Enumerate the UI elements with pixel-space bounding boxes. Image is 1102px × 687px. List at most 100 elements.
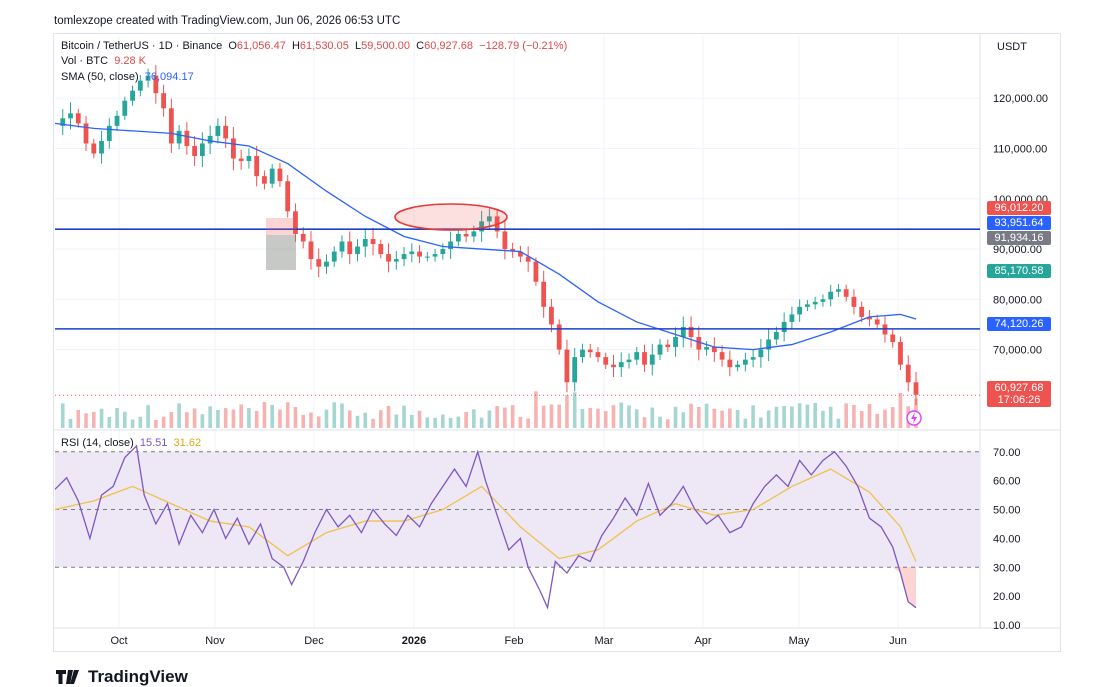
volume-bar [859, 411, 864, 428]
candle-body [820, 299, 826, 302]
volume-bar [456, 416, 461, 428]
highlight-ellipse [394, 203, 508, 231]
candle-body [269, 168, 275, 184]
change-value: −128.79 (−0.21%) [479, 40, 568, 52]
price-tag-74120: 74,120.26 [987, 317, 1051, 331]
volume-bar [828, 406, 833, 428]
volume-bar [743, 418, 748, 428]
volume-bar [285, 402, 290, 428]
rsi-label[interactable]: RSI (14, close) [61, 437, 134, 449]
volume-bar [223, 408, 228, 428]
sma-50-line [54, 122, 917, 351]
candle-body [750, 357, 756, 360]
candle-body [254, 156, 260, 177]
symbol-label[interactable]: Bitcoin / TetherUS · 1D · Binance [61, 40, 223, 52]
candle-body [60, 118, 66, 126]
rsi-ma-value: 31.62 [173, 437, 202, 449]
volume-value: 9.28 K [114, 55, 147, 67]
volume-bar [526, 418, 530, 428]
volume-bar [161, 416, 166, 428]
volume-bar [441, 414, 445, 428]
volume-bar [844, 403, 848, 428]
volume-bar [386, 405, 391, 428]
alert-icon-bolt [911, 412, 917, 424]
volume-bar [332, 402, 337, 428]
candle-body [339, 241, 345, 252]
candle-body [851, 296, 857, 307]
rsi-value: 15.51 [139, 437, 168, 449]
volume-bar [200, 414, 205, 428]
rsi-tick-label: 60.00 [993, 476, 1021, 488]
candle-body [665, 344, 671, 348]
volume-bar [99, 408, 104, 428]
volume-bar [642, 417, 647, 428]
volume-bar [596, 408, 600, 428]
tradingview-logo-icon [56, 670, 79, 684]
volume-bar [673, 406, 678, 428]
volume-bar [316, 416, 321, 428]
countdown-tag: 17:06:26 [987, 393, 1051, 407]
volume-bar [278, 409, 282, 428]
candle-body [106, 125, 112, 141]
candle-body [137, 80, 143, 91]
candle-body [572, 357, 578, 383]
candle-body [603, 357, 609, 365]
volume-bar [821, 410, 825, 428]
candle-body [587, 349, 593, 353]
sma-label[interactable]: SMA (50, close) [61, 71, 139, 83]
tradingview-logo[interactable]: TradingView [56, 667, 188, 687]
volume-bar [394, 414, 399, 428]
price-tick-label: 120,000.00 [993, 93, 1048, 105]
volume-bar [378, 410, 383, 428]
candle-body [719, 352, 725, 360]
volume-bar [185, 412, 189, 428]
volume-bar [464, 411, 468, 428]
volume-bar [91, 411, 96, 428]
volume-bar [503, 407, 507, 428]
time-tick-label: Jun [889, 635, 907, 647]
volume-bar [479, 417, 484, 428]
volume-label[interactable]: Vol · BTC [61, 55, 109, 67]
candle-body [215, 125, 221, 136]
volume-bar [697, 406, 701, 428]
volume-bar [495, 406, 499, 428]
candle-body [463, 233, 469, 237]
open-label: O [228, 40, 237, 52]
candle-body [168, 108, 174, 144]
candle-body [797, 306, 803, 315]
volume-bar [759, 417, 763, 428]
volume-bar [433, 417, 437, 428]
volume-bar [146, 405, 150, 428]
volume-bar [76, 409, 81, 428]
candle-body [843, 289, 849, 297]
currency-label[interactable]: USDT [997, 41, 1027, 53]
time-tick-label: May [789, 635, 810, 647]
volume-bar [510, 405, 515, 428]
candle-body [595, 352, 601, 358]
volume-bar [309, 412, 313, 428]
volume-bar [487, 410, 492, 428]
volume-bar [340, 403, 344, 428]
volume-bar [123, 411, 127, 428]
chart-credit: tomlexzope created with TradingView.com,… [54, 15, 401, 27]
volume-bar [790, 406, 794, 428]
candle-body [541, 281, 547, 307]
price-tick-label: 70,000.00 [993, 345, 1042, 357]
candle-body [758, 349, 764, 358]
rsi-legend: RSI (14, close) 15.51 31.62 [61, 437, 201, 449]
candles [60, 65, 919, 406]
candle-body [742, 359, 748, 365]
high-label: H [291, 40, 300, 52]
candle-body [556, 324, 562, 350]
volume-bar [169, 412, 174, 428]
volume-bar [301, 414, 306, 428]
price-tag-85170: 85,170.58 [987, 264, 1051, 278]
volume-bar [534, 391, 538, 428]
volume-bar [448, 417, 453, 428]
volume-bar [627, 405, 631, 428]
candle-body [246, 156, 252, 162]
volume-bar [402, 405, 406, 428]
candle-body [262, 176, 267, 184]
candle-body [324, 261, 329, 267]
